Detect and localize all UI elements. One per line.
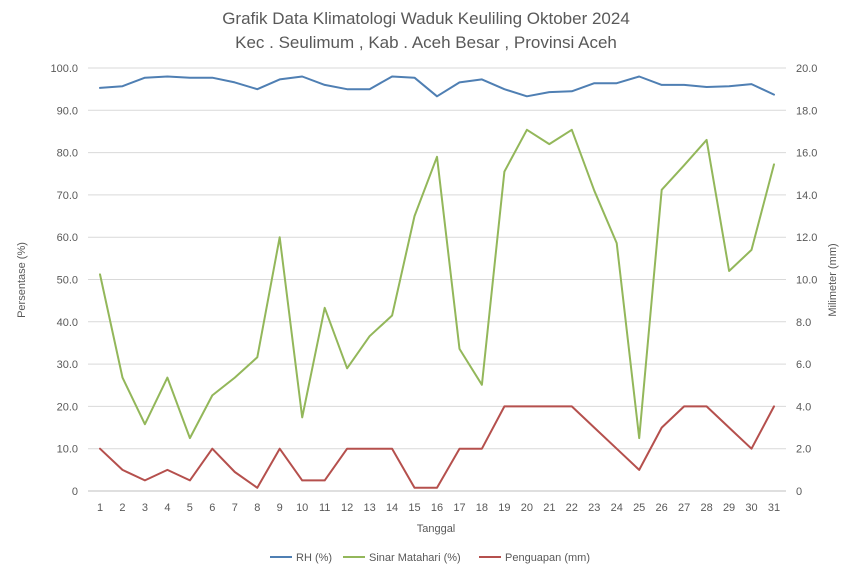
right-y-axis-title: Milimeter (mm) [827,243,839,316]
series-line-sinar-matahari [99,128,775,440]
x-tick-label: 1 [97,502,103,514]
x-tick-label: 23 [588,502,600,514]
x-tick-label: 28 [700,502,712,514]
right-y-tick-label: 2.0 [796,444,811,456]
left-y-tick-label: 70.0 [57,190,78,202]
x-tick-label: 15 [408,502,420,514]
right-y-tick-label: 16.0 [796,148,817,160]
right-y-tick-label: 8.0 [796,317,811,329]
series-line-rh [99,75,775,98]
right-y-tick-label: 10.0 [796,275,817,287]
x-tick-label: 26 [656,502,668,514]
x-tick-label: 3 [142,502,148,514]
gridlines [88,67,786,492]
left-y-tick-label: 10.0 [57,444,78,456]
x-tick-label: 25 [633,502,645,514]
chart-title-line2: Kec . Seulimum , Kab . Aceh Besar , Prov… [235,33,617,52]
right-y-tick-label: 4.0 [796,401,811,413]
left-y-tick-label: 40.0 [57,317,78,329]
legend-label-sinar-matahari: Sinar Matahari (%) [369,552,461,564]
x-tick-label: 24 [611,502,623,514]
right-y-tick-label: 0 [796,486,802,498]
legend-label-penguapan-mm: Penguapan (mm) [505,552,590,564]
x-tick-label: 31 [768,502,780,514]
x-tick-label: 11 [319,502,330,514]
x-tick-label: 12 [341,502,353,514]
right-y-tick-label: 6.0 [796,359,811,371]
x-tick-label: 14 [386,502,398,514]
x-tick-label: 18 [476,502,488,514]
legend: RH (%) Sinar Matahari (%) Penguapan (mm) [270,552,590,564]
right-y-tick-label: 12.0 [796,232,817,244]
right-y-tick-label: 18.0 [796,105,817,117]
x-axis-ticks: 1 2 3 4 5 6 7 8 9 10 11 12 13 14 15 16 17 18 19 20 21 22 23 24 2… [97,502,780,514]
x-tick-label: 5 [187,502,193,514]
left-y-tick-label: 20.0 [57,401,78,413]
x-axis-title: Tanggal [417,523,456,535]
left-y-tick-label: 50.0 [57,275,78,287]
series-lines [99,75,775,489]
left-y-tick-label: 60.0 [57,232,78,244]
right-y-tick-label: 14.0 [796,190,817,202]
x-tick-label: 16 [431,502,443,514]
left-y-tick-label: 80.0 [57,148,78,160]
x-tick-label: 2 [119,502,125,514]
left-y-tick-label: 30.0 [57,359,78,371]
chart-title-line1: Grafik Data Klimatologi Waduk Keuliling … [222,9,630,28]
x-tick-label: 13 [363,502,375,514]
right-y-tick-label: 20.0 [796,63,817,75]
x-tick-label: 30 [745,502,757,514]
legend-label-rh: RH (%) [296,552,332,564]
x-tick-label: 10 [296,502,308,514]
x-tick-label: 17 [453,502,465,514]
x-tick-label: 19 [498,502,510,514]
series-line-penguapan-mm [99,405,775,489]
x-tick-label: 6 [209,502,215,514]
right-y-axis-ticks: 0 2.0 4.0 6.0 8.0 10.0 12.0 14.0 16.0 18.0 20.0 [796,63,817,498]
left-y-axis-title: Persentase (%) [16,242,28,318]
x-tick-label: 9 [277,502,283,514]
x-tick-label: 7 [232,502,238,514]
left-y-tick-label: 0 [72,486,78,498]
x-tick-label: 22 [566,502,578,514]
x-tick-label: 8 [254,502,260,514]
x-tick-label: 20 [521,502,533,514]
x-tick-label: 4 [164,502,170,514]
x-tick-label: 21 [543,502,555,514]
x-tick-label: 29 [723,502,735,514]
left-y-tick-label: 90.0 [57,105,78,117]
left-y-axis-ticks: 0 10.0 20.0 30.0 40.0 50.0 60.0 70.0 80.0 90.0 100… [50,63,78,498]
left-y-tick-label: 100.0 [50,63,78,75]
x-tick-label: 27 [678,502,690,514]
